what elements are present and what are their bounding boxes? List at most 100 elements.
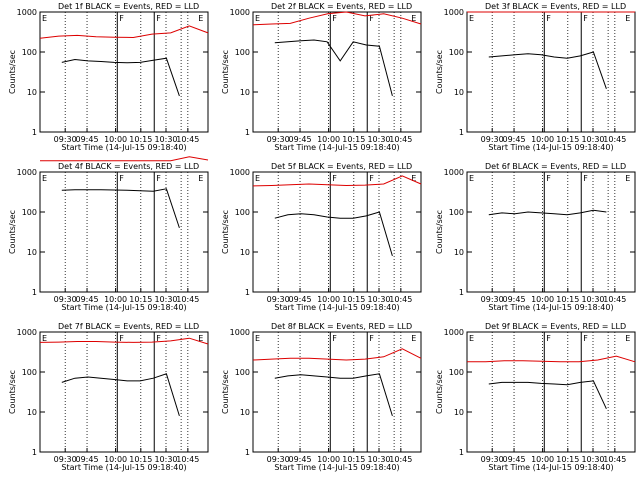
- lld-series-line: [252, 175, 422, 187]
- time-marker: F: [369, 174, 374, 183]
- x-tick-label: 10:30: [581, 295, 604, 304]
- x-tick-label: 10:45: [176, 135, 199, 144]
- x-tick-label: 10:45: [603, 135, 626, 144]
- y-tick-label: 1000: [17, 328, 37, 337]
- time-marker: F: [119, 14, 124, 23]
- time-marker: E: [198, 334, 203, 343]
- x-tick-label: 10:15: [129, 295, 152, 304]
- y-tick-label: 1: [459, 128, 464, 137]
- time-marker: F: [332, 174, 337, 183]
- x-tick-label: 09:45: [503, 295, 526, 304]
- y-tick-label: 10: [454, 88, 464, 97]
- time-marker: F: [583, 14, 588, 23]
- x-axis-label: Start Time (14-Jul-15 09:18:40): [274, 143, 399, 152]
- time-marker: E: [42, 174, 47, 183]
- x-tick-label: 10:00: [531, 295, 554, 304]
- y-tick-label: 1000: [444, 8, 464, 17]
- detector-plot-8: Det 8f BLACK = Events, RED = LLD 1 10 100 10…: [221, 322, 422, 472]
- time-marker: F: [546, 334, 551, 343]
- lld-series-line: [252, 11, 422, 26]
- x-tick-label: 10:30: [581, 135, 604, 144]
- time-marker: E: [625, 334, 630, 343]
- y-tick-label: 100: [22, 208, 37, 217]
- events-series-line: [61, 57, 180, 97]
- y-tick-label: 1000: [444, 328, 464, 337]
- y-tick-label: 100: [235, 208, 250, 217]
- x-tick-label: 10:15: [129, 455, 152, 464]
- x-tick-label: 10:00: [104, 295, 127, 304]
- x-tick-label: 10:30: [367, 135, 390, 144]
- x-tick-label: 10:15: [342, 295, 365, 304]
- time-marker: E: [42, 14, 47, 23]
- x-tick-label: 09:45: [289, 295, 312, 304]
- y-axis-label: Counts/sec: [435, 210, 444, 254]
- time-marker: E: [411, 14, 416, 23]
- y-tick-label: 1000: [17, 168, 37, 177]
- lld-series-line: [467, 355, 636, 363]
- x-tick-label: 10:45: [603, 455, 626, 464]
- events-series-line: [488, 380, 607, 410]
- x-axis-label: Start Time (14-Jul-15 09:18:40): [61, 463, 186, 472]
- time-marker: F: [332, 334, 337, 343]
- detector-plot-2: Det 2f BLACK = Events, RED = LLD 1 10 100 10…: [221, 2, 422, 152]
- x-tick-label: 09:30: [267, 455, 290, 464]
- x-tick-label: 10:45: [603, 295, 626, 304]
- x-tick-label: 10:15: [342, 135, 365, 144]
- y-tick-label: 100: [235, 48, 250, 57]
- time-marker: F: [546, 14, 551, 23]
- plot-frame: [252, 171, 422, 293]
- lld-series-line: [39, 337, 209, 345]
- lld-series-line: [39, 25, 209, 39]
- x-tick-label: 10:15: [556, 455, 579, 464]
- events-series-line: [274, 211, 393, 257]
- y-tick-label: 100: [22, 48, 37, 57]
- y-tick-label: 100: [235, 368, 250, 377]
- time-marker: E: [198, 14, 203, 23]
- y-tick-label: 1000: [444, 168, 464, 177]
- x-tick-label: 10:30: [154, 135, 177, 144]
- time-marker: F: [156, 334, 161, 343]
- plot-title: Det 4f BLACK = Events, RED = LLD: [58, 162, 199, 171]
- plot-frame: [39, 11, 209, 133]
- x-axis-label: Start Time (14-Jul-15 09:18:40): [61, 303, 186, 312]
- x-tick-label: 10:30: [154, 455, 177, 464]
- y-tick-label: 10: [27, 408, 37, 417]
- time-marker: E: [255, 14, 260, 23]
- y-axis-label: Counts/sec: [221, 370, 230, 414]
- lld-series-line: [40, 156, 209, 162]
- x-tick-label: 10:45: [389, 135, 412, 144]
- time-marker: E: [42, 334, 47, 343]
- x-tick-label: 10:00: [531, 135, 554, 144]
- x-tick-label: 10:00: [531, 455, 554, 464]
- x-tick-label: 09:30: [481, 455, 504, 464]
- y-tick-label: 10: [454, 408, 464, 417]
- detector-plot-6: Det 6f BLACK = Events, RED = LLD 1 10 100 10…: [435, 162, 636, 312]
- x-tick-label: 10:15: [342, 455, 365, 464]
- events-series-line: [274, 39, 393, 97]
- x-tick-label: 09:30: [54, 455, 77, 464]
- y-tick-label: 10: [27, 88, 37, 97]
- time-marker: F: [369, 14, 374, 23]
- plot-title: Det 8f BLACK = Events, RED = LLD: [271, 322, 412, 331]
- time-marker: F: [332, 14, 337, 23]
- y-tick-label: 1: [245, 288, 250, 297]
- y-tick-label: 10: [240, 248, 250, 257]
- plot-title: Det 9f BLACK = Events, RED = LLD: [485, 322, 626, 331]
- x-tick-label: 10:45: [176, 455, 199, 464]
- detector-plot-1: Det 1f BLACK = Events, RED = LLD 1 10 100 10…: [8, 2, 209, 152]
- events-series-line: [488, 209, 607, 216]
- x-tick-label: 10:00: [104, 135, 127, 144]
- x-tick-label: 10:00: [104, 455, 127, 464]
- plot-title: Det 3f BLACK = Events, RED = LLD: [485, 2, 626, 11]
- y-tick-label: 1: [459, 448, 464, 457]
- y-tick-label: 1: [32, 128, 37, 137]
- time-marker: E: [255, 334, 260, 343]
- x-tick-label: 09:30: [267, 135, 290, 144]
- y-tick-label: 10: [240, 88, 250, 97]
- x-tick-label: 09:45: [289, 135, 312, 144]
- y-tick-label: 100: [449, 368, 464, 377]
- plot-frame: [466, 331, 636, 453]
- x-axis-label: Start Time (14-Jul-15 09:18:40): [61, 143, 186, 152]
- x-tick-label: 09:45: [76, 295, 99, 304]
